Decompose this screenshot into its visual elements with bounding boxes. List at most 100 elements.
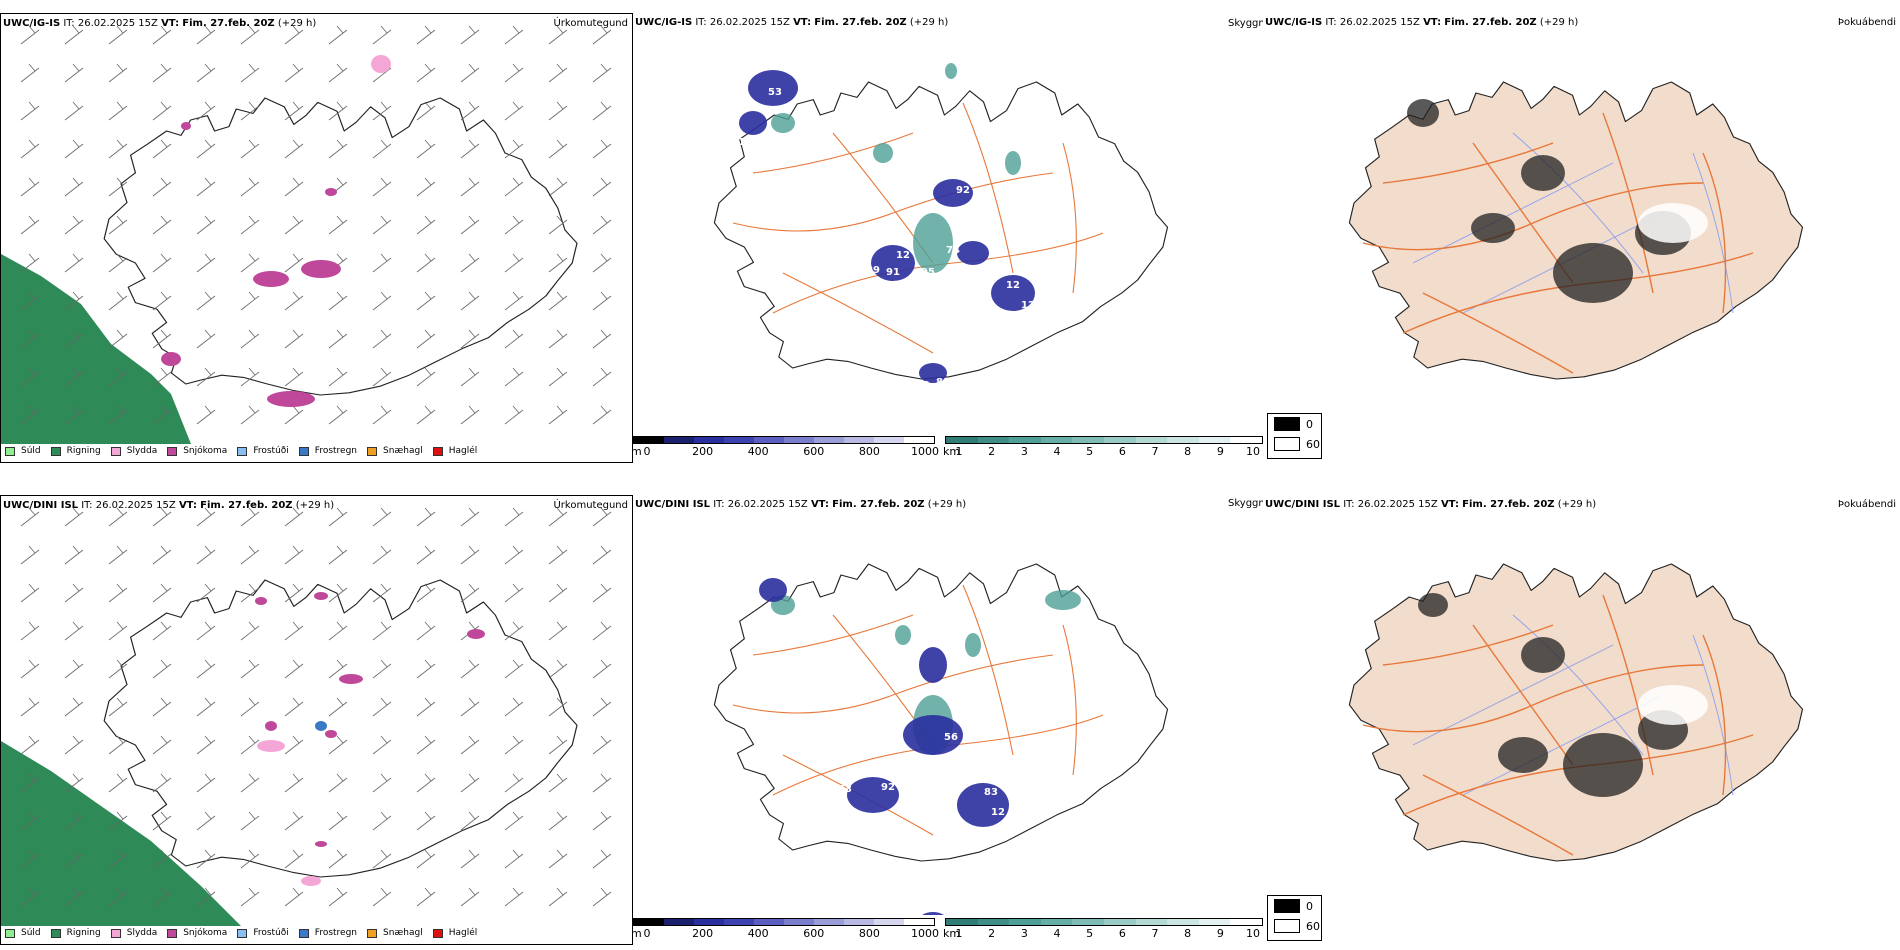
colorbar-cell (664, 919, 694, 925)
legend-swatch (50, 446, 61, 456)
colorbar-tick: 1 (955, 927, 963, 940)
legend-item: Rigning (50, 928, 101, 938)
colorbar-cell (1135, 437, 1168, 443)
visibility-colorbar: 1 2 3 4 5 6 7 8 9 10 km (943, 436, 1263, 458)
legend-item: Rigning (50, 446, 101, 456)
colorbar-cells (945, 918, 1263, 926)
colorbar-tick: 600 (803, 445, 825, 458)
colorbar-tick: 200 (692, 445, 714, 458)
cloudbase-value-label: 56 (944, 732, 958, 743)
cloudbase-value-label: 106 (1025, 792, 1046, 803)
legend-label: Rigning (66, 928, 101, 938)
legend-label: Snjókoma (183, 446, 228, 456)
visibility-area (913, 213, 953, 273)
snow-area (181, 122, 191, 130)
river-network (1412, 614, 1734, 796)
cloudbase-value-label: 148 (966, 717, 987, 728)
colorbar-cell (784, 919, 814, 925)
colorbar-tick: 9 (1216, 927, 1224, 940)
colorbar-tick: 4 (1053, 445, 1061, 458)
colorbar-tick: 10 (1246, 445, 1260, 458)
colorbar-cell (844, 919, 874, 925)
fog-legend-item: 60 (1268, 916, 1321, 936)
colorbar-cell (946, 437, 978, 443)
colorbar-cell (754, 919, 784, 925)
colorbar-cell (694, 437, 724, 443)
wind-barbs (20, 25, 612, 425)
colorbar-cell (754, 437, 784, 443)
cloudbase-value-label: 53 (768, 87, 782, 98)
snow-area (161, 352, 181, 366)
cloudbase-value-label: 92 (956, 185, 970, 196)
colorbar-tick: 400 (747, 445, 769, 458)
cloudbase-colorbar: 0 200 400 600 800 1000 m (633, 918, 939, 940)
sleet-area (301, 876, 321, 886)
colorbar-cells (633, 436, 935, 444)
colorbar-cell (946, 919, 978, 925)
fog-legend-item: 0 (1268, 896, 1321, 916)
legend-item: Haglél (432, 928, 478, 938)
fog-area (1407, 99, 1439, 127)
freezing-rain-area (315, 721, 327, 731)
colorbar-tick: 600 (803, 927, 825, 940)
rain-area (1, 741, 241, 926)
snow-area (325, 188, 337, 196)
legend-label: Haglél (448, 928, 478, 938)
iceland-outline (1348, 81, 1804, 380)
fog-area (1521, 155, 1565, 191)
cloudbase-value-label: 137 (725, 137, 746, 148)
cloudbase-area (957, 241, 989, 265)
fog-map (1348, 563, 1804, 862)
cloudbase-value-label: 81 (936, 377, 950, 388)
legend-label: Haglél (448, 446, 478, 456)
cloudbase-map-dini: UWC/DINI ISL IT: 26.02.2025 15Z VT: Fim.… (633, 495, 1263, 945)
colorbar-cell (874, 437, 904, 443)
visibility-colorbar: 1 2 3 4 5 6 7 8 9 10 km (943, 918, 1263, 940)
legend-item: Snjókoma (167, 928, 227, 938)
legend-swatch (237, 446, 248, 456)
legend-item: Haglél (432, 446, 478, 456)
cloudbase-value-label: 63 (838, 784, 852, 795)
cloudbase-value-label: 12 (991, 807, 1005, 818)
map-header: UWC/DINI ISL IT: 26.02.2025 15Z VT: Fim.… (3, 500, 335, 511)
colorbar-tick: 1000 (911, 445, 939, 458)
legend-swatch (110, 446, 121, 456)
colorbar-cell (664, 437, 694, 443)
legend-swatch (5, 446, 15, 456)
fog-legend-label: 60 (1306, 437, 1320, 451)
cloudbase-value-label: 95 (921, 267, 935, 278)
iceland-outline (1348, 563, 1804, 862)
visibility-area (771, 113, 795, 133)
visibility-area (1005, 151, 1021, 175)
fog-legend-swatch (1274, 437, 1300, 451)
cloudbase-value-label: 91 (886, 267, 900, 278)
colorbar-cell (904, 919, 934, 925)
colorbar-cell (1230, 437, 1262, 443)
visibility-title: Skyggni (1228, 498, 1263, 509)
snow-area (315, 841, 327, 847)
colorbar-tick: 400 (747, 927, 769, 940)
fog-legend: 0 60 (1267, 895, 1322, 941)
colorbar-tick: 5 (1086, 927, 1094, 940)
legend-label: Snæhagl (383, 928, 423, 938)
colorbar-tick: 0 (643, 927, 651, 940)
fog-map (1348, 81, 1804, 380)
legend-label: Súld (21, 446, 41, 456)
cloudbase-area (739, 111, 767, 135)
visibility-title: Skyggni (1228, 18, 1263, 29)
cloudbase-value-label: 88 (984, 765, 998, 776)
fog-title: Þokuábendi (1837, 17, 1896, 28)
colorbar-cell (1198, 437, 1231, 443)
cloudbase-area (748, 70, 798, 106)
legend-swatch (298, 928, 309, 938)
cloudbase-value-label: 89 (866, 265, 880, 276)
legend-swatch (167, 928, 178, 938)
colorbar-unit: km (943, 927, 961, 940)
cloudbase-value-label: 7 (898, 755, 905, 766)
colorbar-cell (814, 919, 844, 925)
legend-label: Snjókoma (183, 928, 228, 938)
colorbar-cell (1135, 919, 1168, 925)
colorbar-tick: 8 (1184, 445, 1192, 458)
no-fog-area (1638, 685, 1708, 725)
